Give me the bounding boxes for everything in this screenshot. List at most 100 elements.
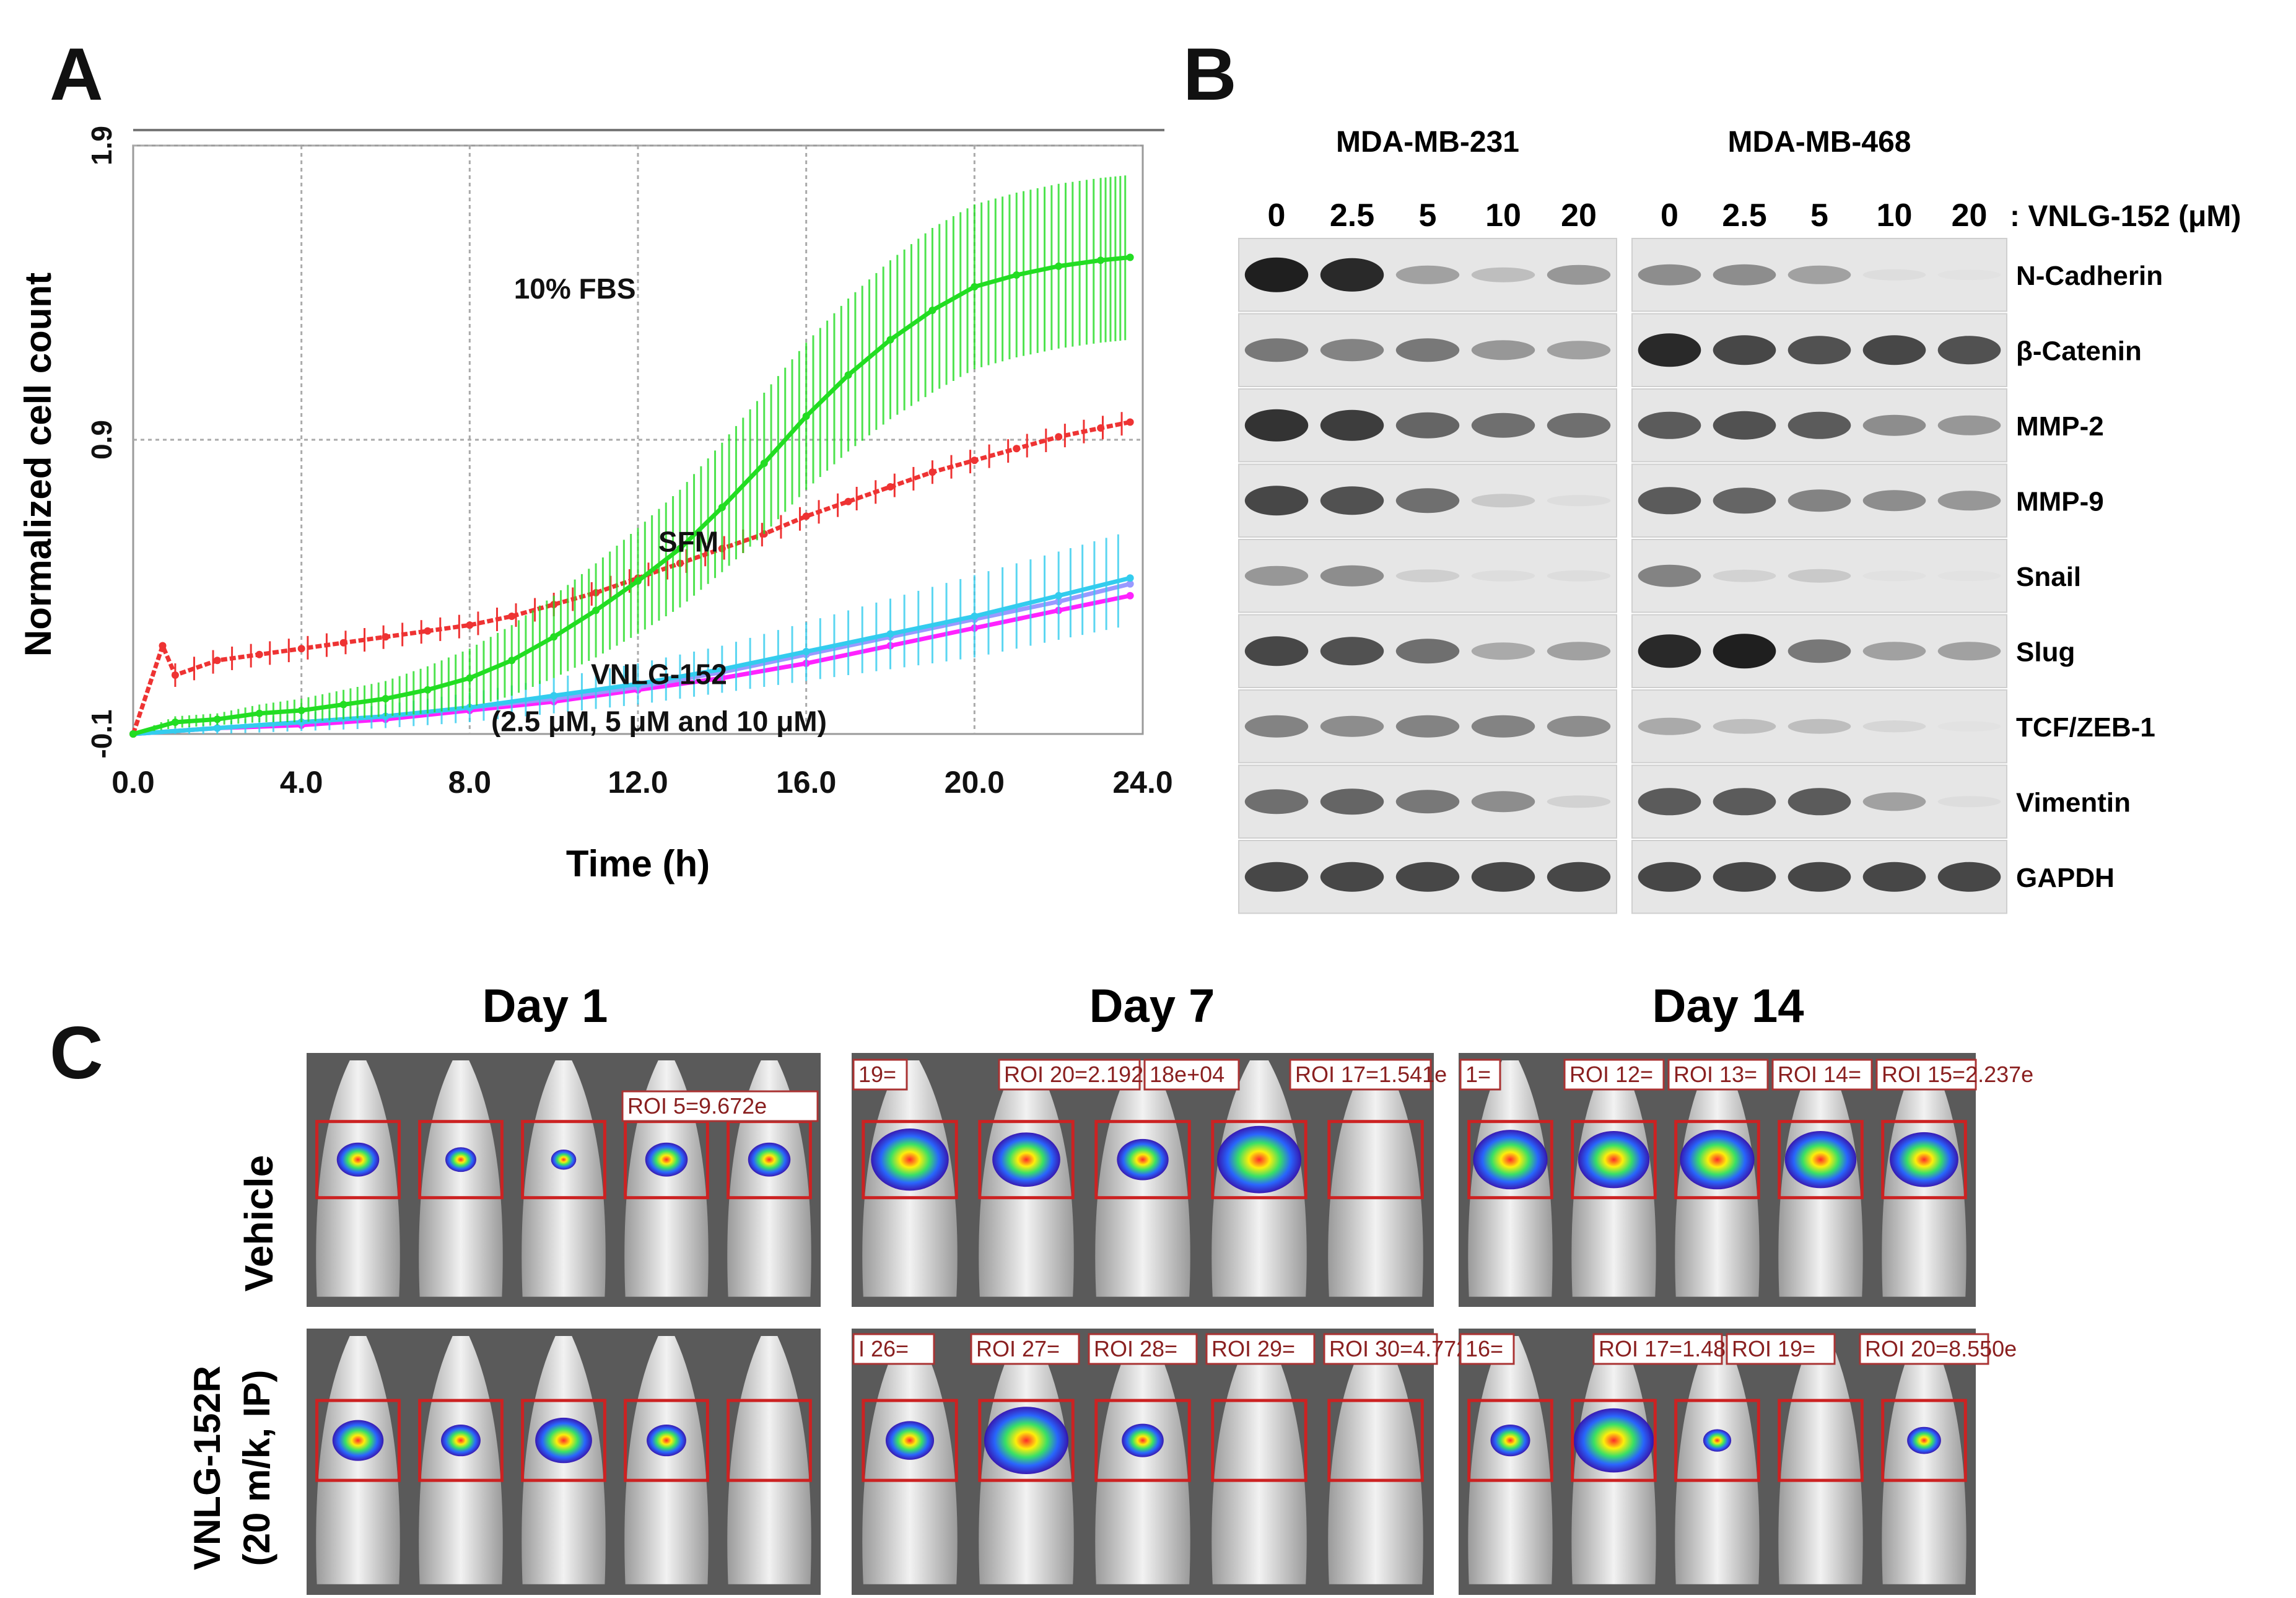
annotation-label: 10% FBS bbox=[514, 273, 636, 305]
data-point bbox=[1126, 253, 1134, 261]
protein-label: MMP-2 bbox=[2016, 411, 2104, 442]
blot-band bbox=[1937, 336, 2001, 365]
annotation-label: SFM bbox=[658, 526, 718, 558]
data-point bbox=[1097, 424, 1105, 432]
blot-band bbox=[1320, 339, 1384, 362]
data-point bbox=[928, 468, 936, 476]
protein-label: Slug bbox=[2016, 637, 2075, 667]
panel-c: C Day 1 Day 7 Day 14 Vehicle VNLG-152R (20 m/… bbox=[0, 929, 2296, 1598]
data-point bbox=[1055, 262, 1063, 270]
y-tick-label: 0.9 bbox=[85, 420, 118, 460]
luminescence-signal bbox=[1490, 1424, 1530, 1457]
y-tick-label: -0.1 bbox=[85, 709, 118, 758]
annotation-label: VNLG-152 bbox=[591, 658, 727, 690]
roi-label-box bbox=[621, 1090, 819, 1122]
luminescence-signal bbox=[1473, 1130, 1548, 1190]
blot-band bbox=[1471, 642, 1535, 660]
concentration-label: 20 bbox=[1952, 198, 1988, 234]
x-tick-label: 16.0 bbox=[776, 765, 836, 800]
roi-label-box bbox=[1667, 1059, 1769, 1091]
blot-band bbox=[1937, 415, 2001, 435]
mouse-silhouette bbox=[1328, 1336, 1423, 1584]
mouse-silhouette bbox=[419, 1336, 503, 1584]
day-title: Day 7 bbox=[1089, 980, 1215, 1033]
roi-label-box bbox=[1289, 1059, 1432, 1091]
roi-label-box bbox=[970, 1333, 1080, 1365]
roi-label: ROI 27= bbox=[976, 1336, 1060, 1361]
roi-box bbox=[624, 1399, 709, 1482]
blot-band bbox=[1471, 570, 1535, 582]
mouse-silhouette bbox=[1211, 1336, 1307, 1584]
blot-band bbox=[1937, 570, 2001, 582]
concentration-label: 10 bbox=[1877, 198, 1913, 234]
roi-box bbox=[1778, 1399, 1864, 1482]
roi-label-box bbox=[1205, 1333, 1316, 1365]
blot-band bbox=[1638, 411, 1701, 439]
roi-label: ROI 15=2.237e bbox=[1882, 1062, 2033, 1087]
roi-box bbox=[1881, 1120, 1967, 1200]
data-point bbox=[297, 707, 305, 714]
roi-label: ROI 19= bbox=[1732, 1336, 1815, 1361]
roi-box bbox=[1467, 1399, 1553, 1482]
luminescence-signal bbox=[992, 1132, 1060, 1187]
blot-band bbox=[1320, 637, 1384, 666]
blot-band bbox=[1547, 862, 1611, 892]
roi-box bbox=[727, 1399, 812, 1482]
data-point bbox=[466, 621, 474, 629]
blot-band bbox=[1638, 333, 1701, 367]
blot-band bbox=[1713, 264, 1776, 286]
series-0 bbox=[129, 175, 1134, 738]
blot-band bbox=[1638, 788, 1701, 816]
blot-band bbox=[1547, 795, 1611, 808]
data-point bbox=[1055, 592, 1063, 600]
blot-band bbox=[1244, 789, 1309, 814]
blot-band bbox=[1713, 487, 1776, 514]
concentration-label: 10 bbox=[1485, 198, 1521, 234]
blot-band bbox=[1395, 412, 1460, 439]
annotation-label: (2.5 μM, 5 μM and 10 μM) bbox=[491, 705, 827, 737]
panel-a: A 0.0 4.0 8.0 12.0 16.0 20.0 24.0 -0.1 0.9 1.9 Tim… bbox=[0, 0, 1208, 917]
luminescence-signal bbox=[1216, 1125, 1302, 1194]
data-point bbox=[339, 639, 347, 647]
luminescence-signal bbox=[1784, 1131, 1857, 1189]
blot-band bbox=[1862, 269, 1926, 281]
concentration-label: 0 bbox=[1268, 198, 1286, 234]
panel-c-letter: C bbox=[50, 1011, 103, 1094]
day-title: Day 14 bbox=[1652, 980, 1804, 1033]
cell-count-chart: 0.0 4.0 8.0 12.0 16.0 20.0 24.0 -0.1 0.9 1.9 Time … bbox=[17, 126, 1173, 884]
data-point bbox=[255, 709, 263, 717]
data-point bbox=[550, 633, 558, 641]
protein-label: MMP-9 bbox=[2016, 486, 2104, 517]
roi-box bbox=[978, 1399, 1075, 1482]
blot-band bbox=[1713, 634, 1776, 669]
data-point bbox=[171, 718, 179, 726]
roi-label-box bbox=[1323, 1333, 1438, 1365]
data-point bbox=[971, 456, 979, 465]
image-treated-day7 bbox=[852, 1329, 1434, 1595]
blot-band bbox=[1395, 488, 1460, 513]
roi-label: ROI 5=9.672e bbox=[627, 1093, 767, 1119]
blot-band bbox=[1395, 338, 1460, 362]
roi-label: 19= bbox=[858, 1062, 896, 1087]
luminescence-signal bbox=[748, 1142, 791, 1177]
blot-band bbox=[1787, 788, 1851, 816]
mouse-silhouette bbox=[1675, 1336, 1760, 1584]
data-point bbox=[213, 724, 221, 732]
blot-band bbox=[1395, 569, 1460, 583]
bioluminescence-images: Day 1 Day 7 Day 14 Vehicle VNLG-152R (20 m/k,… bbox=[186, 980, 2033, 1595]
roi-box bbox=[1211, 1399, 1307, 1482]
blot-band bbox=[1862, 414, 1926, 436]
image-vehicle-day7 bbox=[852, 1053, 1434, 1307]
blot-band bbox=[1787, 569, 1851, 583]
blot-band bbox=[1937, 721, 2001, 732]
luminescence-signal bbox=[1890, 1132, 1958, 1187]
luminescence-signal bbox=[984, 1407, 1069, 1475]
blot-band bbox=[1547, 715, 1611, 737]
roi-box bbox=[418, 1120, 504, 1200]
blot-band bbox=[1320, 788, 1384, 815]
roi-label-box bbox=[1143, 1059, 1240, 1091]
data-point bbox=[255, 650, 263, 658]
data-point bbox=[466, 674, 474, 682]
data-point bbox=[1126, 580, 1134, 588]
roi-label-box bbox=[1459, 1059, 1501, 1091]
